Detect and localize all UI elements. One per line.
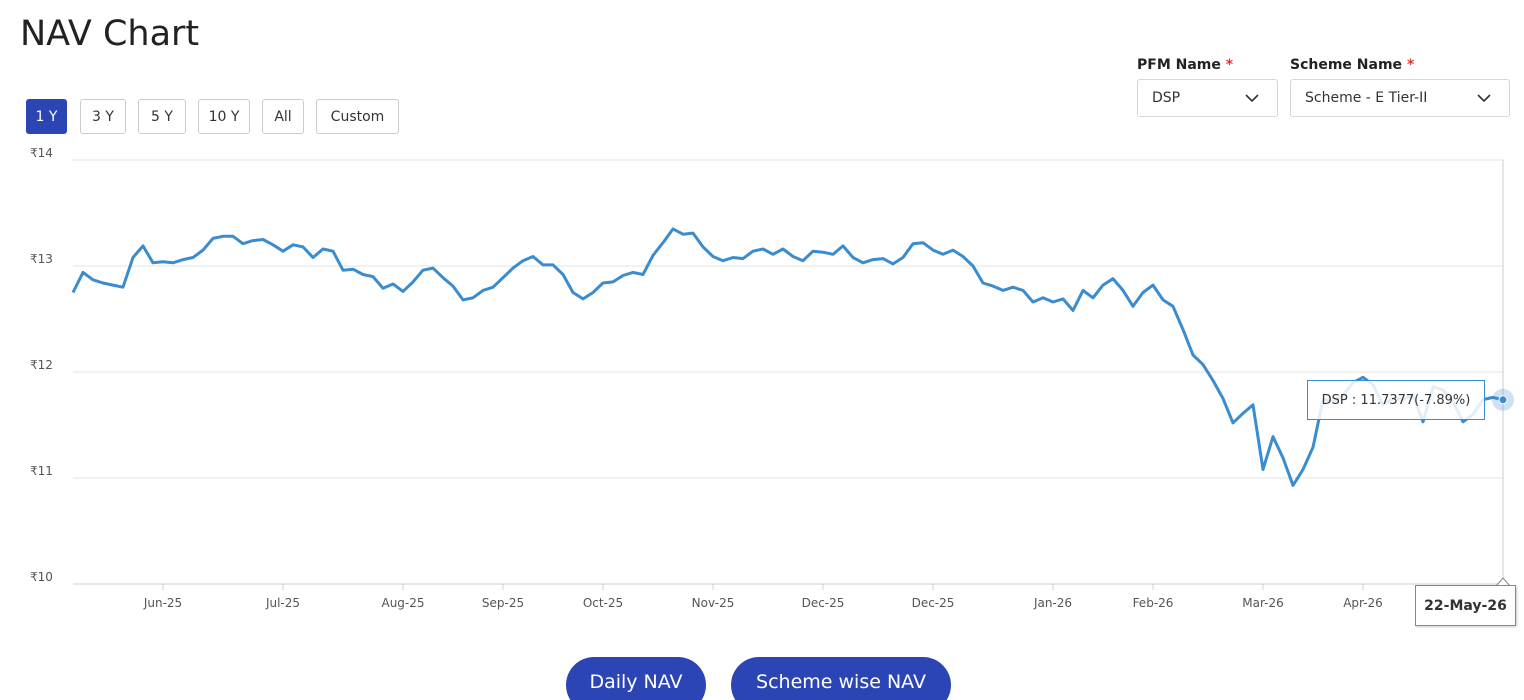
daily-nav-button[interactable]: Daily NAV — [566, 657, 706, 700]
x-tick-label: Jun-25 — [143, 596, 182, 610]
x-tick-label: Jul-25 — [265, 596, 300, 610]
select-value: Scheme - E Tier-II — [1305, 90, 1428, 106]
x-tick-label: Dec-25 — [802, 596, 845, 610]
chevron — [1477, 94, 1491, 103]
x-tick-label: Oct-25 — [583, 596, 623, 610]
range-button[interactable]: 3 Y — [80, 99, 126, 134]
y-tick-label: ₹11 — [30, 464, 53, 478]
x-tick-label: Dec-25 — [912, 596, 955, 610]
range-button[interactable]: 5 Y — [138, 99, 186, 134]
y-tick-label: ₹13 — [30, 252, 53, 266]
x-tick-label: Mar-26 — [1242, 596, 1283, 610]
crosshair-caret — [1495, 577, 1511, 587]
hover-point — [1498, 395, 1508, 405]
nav-line — [71, 227, 1504, 487]
required-mark: * — [1406, 57, 1415, 73]
required-mark: * — [1225, 57, 1234, 73]
y-tick-label: ₹14 — [30, 146, 53, 160]
x-tick-label: Jan-26 — [1033, 596, 1072, 610]
filter-label: PFM Name * — [1137, 57, 1233, 73]
range-button[interactable]: Custom — [316, 99, 399, 134]
label-text: PFM Name — [1137, 57, 1221, 73]
x-tick-label: Feb-26 — [1133, 596, 1174, 610]
range-button[interactable]: 10 Y — [198, 99, 250, 134]
x-tick-label: Aug-25 — [381, 596, 424, 610]
page-title: NAV Chart — [20, 14, 200, 54]
x-tick-label: Apr-26 — [1343, 596, 1383, 610]
pfm-select[interactable]: DSP — [1137, 79, 1278, 117]
scheme-nav-button[interactable]: Scheme wise NAV — [731, 657, 951, 700]
range-button[interactable]: All — [262, 99, 304, 134]
y-tick-label: ₹12 — [30, 358, 53, 372]
select-value: DSP — [1152, 90, 1181, 106]
scheme-select[interactable]: Scheme - E Tier-II — [1290, 79, 1510, 117]
y-tick-label: ₹10 — [30, 570, 53, 584]
chevron — [1245, 94, 1259, 103]
x-tick-label: Sep-25 — [482, 596, 524, 610]
tooltip: DSP : 11.7377(-7.89%) — [1307, 380, 1485, 420]
filter-label: Scheme Name * — [1290, 57, 1414, 73]
crosshair-date: 22-May-26 — [1415, 585, 1516, 626]
x-tick-label: Nov-25 — [692, 596, 735, 610]
range-button[interactable]: 1 Y — [26, 99, 67, 134]
label-text: Scheme Name — [1290, 57, 1403, 73]
